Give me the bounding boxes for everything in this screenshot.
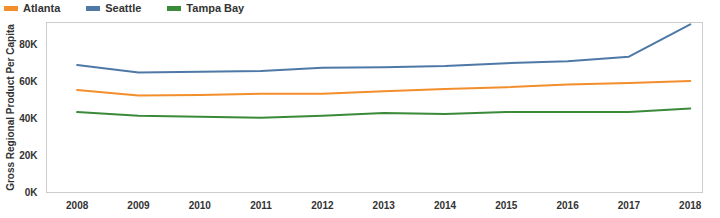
svg-text:80K: 80K xyxy=(19,39,38,50)
svg-text:2013: 2013 xyxy=(373,200,396,211)
svg-text:0K: 0K xyxy=(25,187,39,198)
svg-text:2008: 2008 xyxy=(66,200,89,211)
html-text:Atlanta: Atlanta xyxy=(23,2,61,14)
svg-text:2016: 2016 xyxy=(556,200,579,211)
svg-text:60K: 60K xyxy=(19,76,38,87)
svg-text:2010: 2010 xyxy=(189,200,212,211)
svg-text:2017: 2017 xyxy=(618,200,641,211)
html-text:Tampa Bay: Tampa Bay xyxy=(186,2,245,14)
html-text:Seattle: Seattle xyxy=(105,2,142,14)
svg-text:2018: 2018 xyxy=(679,200,702,211)
svg-text:2012: 2012 xyxy=(311,200,334,211)
svg-text:2014: 2014 xyxy=(434,200,457,211)
svg-text:2011: 2011 xyxy=(250,200,272,211)
svg-text:Gross Regional Product Per Cap: Gross Regional Product Per Capita xyxy=(5,24,16,191)
svg-text:40K: 40K xyxy=(19,113,38,124)
svg-text:2009: 2009 xyxy=(127,200,150,211)
svg-text:2015: 2015 xyxy=(495,200,518,211)
svg-text:20K: 20K xyxy=(19,150,38,161)
